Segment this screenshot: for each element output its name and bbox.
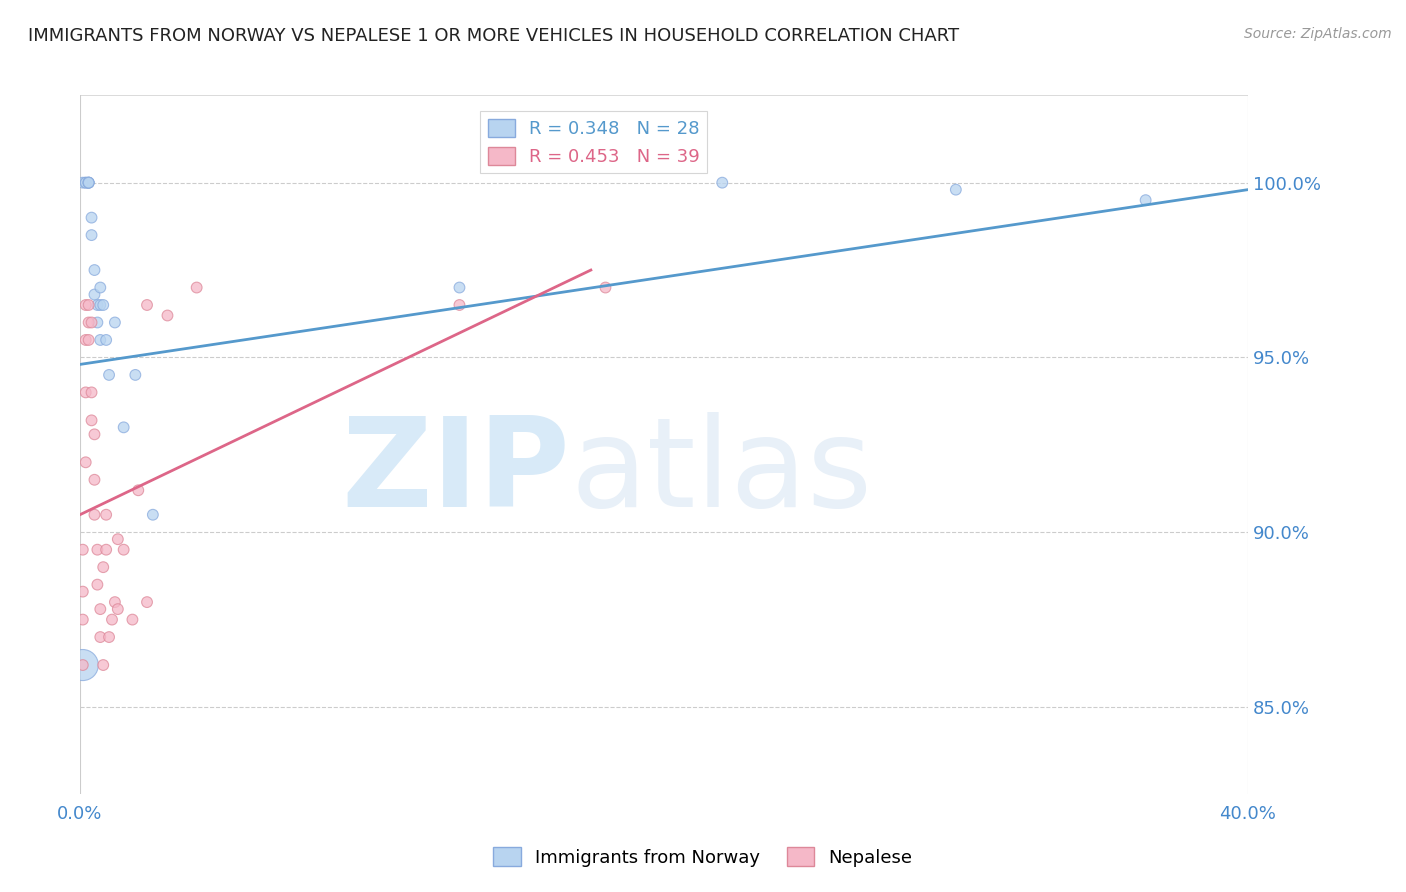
- Point: [91, 658, 114, 673]
- Point: [595, 280, 617, 294]
- Point: [121, 613, 143, 627]
- Point: [1135, 193, 1157, 207]
- Legend: Immigrants from Norway, Nepalese: Immigrants from Norway, Nepalese: [486, 840, 920, 874]
- Point: [72, 542, 94, 557]
- Point: [72, 176, 94, 190]
- Point: [94, 508, 117, 522]
- Point: [75, 176, 97, 190]
- Point: [80, 211, 103, 225]
- Point: [142, 508, 165, 522]
- Point: [186, 280, 208, 294]
- Point: [101, 613, 124, 627]
- Point: [83, 287, 105, 301]
- Point: [89, 298, 111, 312]
- Point: [80, 385, 103, 400]
- Point: [104, 316, 127, 330]
- Point: [83, 263, 105, 277]
- Point: [80, 316, 103, 330]
- Legend: R = 0.348   N = 28, R = 0.453   N = 39: R = 0.348 N = 28, R = 0.453 N = 39: [481, 112, 707, 173]
- Point: [945, 183, 967, 197]
- Point: [449, 280, 471, 294]
- Point: [89, 280, 111, 294]
- Point: [136, 595, 159, 609]
- Point: [124, 368, 146, 382]
- Point: [75, 455, 97, 469]
- Point: [83, 427, 105, 442]
- Point: [80, 228, 103, 243]
- Point: [77, 333, 100, 347]
- Point: [107, 532, 129, 546]
- Point: [72, 658, 94, 673]
- Point: [75, 385, 97, 400]
- Point: [112, 542, 135, 557]
- Point: [86, 316, 108, 330]
- Point: [77, 316, 100, 330]
- Point: [86, 542, 108, 557]
- Text: IMMIGRANTS FROM NORWAY VS NEPALESE 1 OR MORE VEHICLES IN HOUSEHOLD CORRELATION C: IMMIGRANTS FROM NORWAY VS NEPALESE 1 OR …: [28, 27, 959, 45]
- Point: [83, 473, 105, 487]
- Point: [75, 333, 97, 347]
- Point: [86, 577, 108, 591]
- Point: [449, 298, 471, 312]
- Point: [127, 483, 149, 498]
- Text: atlas: atlas: [571, 412, 873, 533]
- Point: [94, 333, 117, 347]
- Text: ZIP: ZIP: [342, 412, 571, 533]
- Text: Source: ZipAtlas.com: Source: ZipAtlas.com: [1244, 27, 1392, 41]
- Point: [98, 630, 121, 644]
- Point: [86, 298, 108, 312]
- Point: [104, 595, 127, 609]
- Point: [94, 542, 117, 557]
- Point: [75, 298, 97, 312]
- Point: [77, 176, 100, 190]
- Point: [89, 333, 111, 347]
- Point: [112, 420, 135, 434]
- Point: [711, 176, 734, 190]
- Point: [72, 658, 94, 673]
- Point: [98, 368, 121, 382]
- Point: [77, 176, 100, 190]
- Point: [80, 413, 103, 427]
- Point: [89, 602, 111, 616]
- Point: [75, 176, 97, 190]
- Point: [72, 584, 94, 599]
- Point: [77, 298, 100, 312]
- Point: [77, 176, 100, 190]
- Point: [156, 309, 179, 323]
- Point: [107, 602, 129, 616]
- Point: [77, 176, 100, 190]
- Point: [91, 560, 114, 574]
- Point: [89, 630, 111, 644]
- Point: [91, 298, 114, 312]
- Point: [72, 613, 94, 627]
- Point: [83, 508, 105, 522]
- Point: [136, 298, 159, 312]
